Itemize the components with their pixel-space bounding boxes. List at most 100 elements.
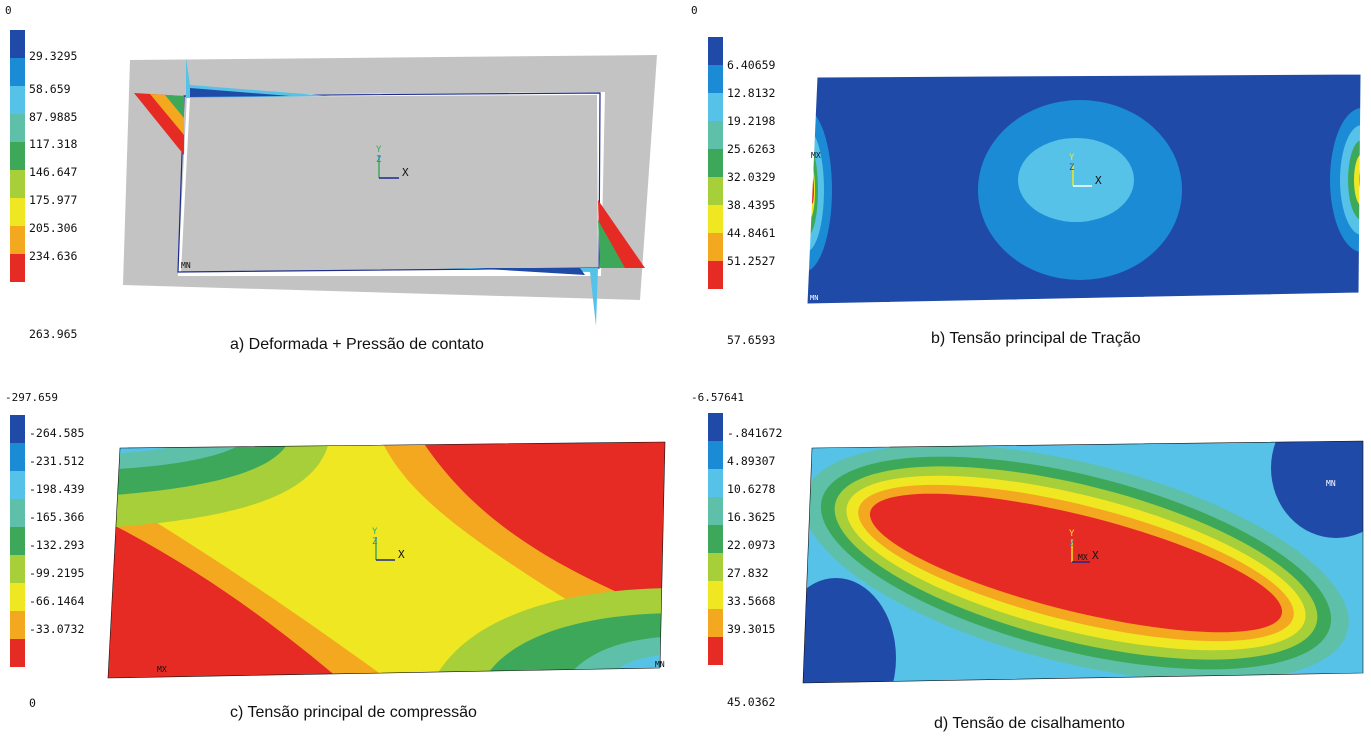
legend-swatch <box>10 583 25 611</box>
legend-label: 22.0973 <box>727 538 776 552</box>
right-edge-lightblue <box>1340 125 1361 235</box>
legend-swatch <box>10 415 25 443</box>
legend-top-value: 0 <box>5 4 12 17</box>
pressure-top-dark <box>190 88 290 97</box>
mn-marker: MN <box>1326 479 1336 488</box>
legend-swatch <box>10 114 25 142</box>
mx-marker: MX <box>811 151 821 160</box>
axis-z-label: Z <box>1069 539 1075 549</box>
axis-y-label: Y <box>372 527 378 537</box>
cisalhamento-plot: X Y Z MX MN <box>802 440 1364 684</box>
right-edge-yellow <box>1354 154 1361 206</box>
legend-label: 87.9885 <box>29 110 78 124</box>
legend-label: -198.439 <box>29 482 85 496</box>
pressure-right-mid <box>598 220 625 268</box>
legend-label: 4.89307 <box>727 454 776 468</box>
legend-swatch <box>708 581 723 609</box>
contour-red-bottomleft <box>108 518 350 678</box>
pressure-left-inner <box>165 95 184 118</box>
legend-swatch <box>708 177 723 205</box>
legend-swatch <box>10 142 25 170</box>
legend-label: -66.1464 <box>29 594 85 608</box>
legend-swatch <box>10 86 25 114</box>
panel-compressao: -297.659 -264.585 -231.512 -198.439 -165… <box>0 368 685 736</box>
pressure-bottom-dark <box>470 268 585 275</box>
axis-y-label: Y <box>376 145 382 155</box>
caption: d) Tensão de cisalhamento <box>934 715 1125 732</box>
plot-outline <box>107 441 666 679</box>
legend-label: 234.636 <box>29 249 78 263</box>
legend-label: 6.40659 <box>727 58 776 72</box>
contour-blue-topright <box>1271 441 1363 538</box>
legend-label: 33.5668 <box>727 594 776 608</box>
legend-swatch <box>10 30 25 58</box>
axis-x-label: X <box>1092 549 1099 562</box>
legend-swatch <box>708 553 723 581</box>
legend-label: 58.659 <box>29 82 71 96</box>
caption: a) Deformada + Pressão de contato <box>230 336 484 353</box>
contour-red-topright <box>420 442 665 618</box>
legend-swatch <box>708 413 723 441</box>
legend-label: 38.4395 <box>727 198 776 212</box>
legend-swatch <box>10 198 25 226</box>
legend-swatch <box>708 637 723 665</box>
legend-swatch <box>708 497 723 525</box>
deformed-plot: X Y Z MN <box>123 55 657 326</box>
legend-swatch <box>708 233 723 261</box>
legend-swatch <box>10 226 25 254</box>
legend-swatch <box>708 441 723 469</box>
legend-label: -.841672 <box>727 426 783 440</box>
legend-label: 12.8132 <box>727 86 776 100</box>
mx-marker: MX <box>1078 553 1088 562</box>
axis-y-label: Y <box>1069 153 1075 163</box>
panel-deformada: 0 29.3295 58.659 87.9885 117.318 146.647… <box>0 0 685 368</box>
legend-swatch <box>708 609 723 637</box>
legend-label: -99.2195 <box>29 566 85 580</box>
legend-label: 27.832 <box>727 566 769 580</box>
compressao-plot: X Y Z MX MN <box>107 441 666 679</box>
triad-icon: X Y Z <box>376 145 409 179</box>
contour-lightblue <box>1018 138 1134 222</box>
legend-label: 45.0362 <box>727 695 776 709</box>
legend-label: 57.6593 <box>727 333 776 347</box>
legend-swatch <box>10 555 25 583</box>
legend-label: -264.585 <box>29 426 85 440</box>
axis-y-label: Y <box>1069 529 1075 539</box>
legend-swatch <box>10 639 25 667</box>
deformed-outline <box>177 92 601 273</box>
axis-z-label: Z <box>372 537 378 547</box>
legend-swatch <box>708 65 723 93</box>
triad-icon: X Y Z <box>1069 529 1099 563</box>
caption: c) Tensão principal de compressão <box>230 704 477 721</box>
legend-label: 32.0329 <box>727 170 776 184</box>
caption: b) Tensão principal de Tração <box>931 330 1141 347</box>
legend-label: -231.512 <box>29 454 85 468</box>
legend-label: 29.3295 <box>29 49 78 63</box>
left-edge-lightblue <box>807 128 824 252</box>
legend-swatch <box>708 93 723 121</box>
legend-label: 16.3625 <box>727 510 776 524</box>
legend-top-value: -297.659 <box>5 391 58 404</box>
legend-swatch <box>10 611 25 639</box>
mx-marker: MX <box>157 665 167 674</box>
legend-label: 44.8461 <box>727 226 776 240</box>
legend-label: 19.2198 <box>727 114 776 128</box>
axis-x-label: X <box>398 548 405 561</box>
triad-icon: X Y Z <box>372 527 405 561</box>
plot-outline <box>806 73 1362 305</box>
legend-swatch <box>708 37 723 65</box>
right-edge-green <box>1348 140 1361 220</box>
legend-swatch <box>708 469 723 497</box>
legend-label: 117.318 <box>29 137 78 151</box>
legend-swatch <box>10 471 25 499</box>
legend-label: 25.6263 <box>727 142 776 156</box>
legend-swatch <box>708 149 723 177</box>
legend-label: 51.2527 <box>727 254 776 268</box>
legend-label: -132.293 <box>29 538 85 552</box>
panel-cisalhamento: -6.57641 -.841672 4.89307 10.6278 16.362… <box>686 368 1371 736</box>
pressure-top <box>186 58 330 98</box>
legend-top-value: 0 <box>691 4 698 17</box>
legend-swatch <box>10 170 25 198</box>
axis-x-label: X <box>1095 174 1102 187</box>
legend-label: 205.306 <box>29 221 78 235</box>
